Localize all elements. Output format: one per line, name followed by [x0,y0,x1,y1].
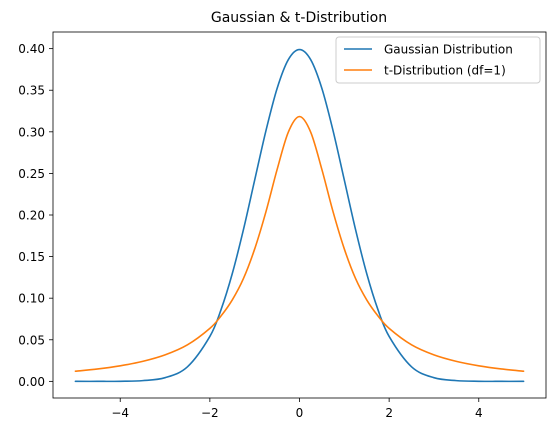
y-tick-label: 0.35 [18,84,45,98]
legend: Gaussian Distribution t-Distribution (df=… [335,36,541,84]
y-tick-label: 0.00 [18,375,45,389]
plot-area [74,48,525,383]
chart-title: Gaussian & t-Distribution [211,10,387,26]
y-tick-label: 0.05 [18,333,45,347]
y-tick-label: 0.25 [18,167,45,181]
y-tick-label: 0.20 [18,209,45,223]
y-tick-label: 0.10 [18,292,45,306]
y-tick-label: 0.30 [18,125,45,139]
series-line-1 [74,115,525,373]
legend-box [335,36,541,84]
axes: −4 −2 0 2 4 0.00 0.05 0.10 0.15 0.20 0.25 0.30 0.35 0… [18,31,547,420]
x-tick-label: −2 [201,406,219,420]
legend-label-1: t-Distribution (df=1) [384,64,506,78]
x-tick-label: 0 [296,406,304,420]
legend-label-0: Gaussian Distribution [384,43,513,57]
y-tick-label: 0.40 [18,42,45,56]
x-tick-label: −4 [111,406,129,420]
x-tick-label: 2 [385,406,393,420]
x-tick-label: 4 [475,406,483,420]
y-tick-label: 0.15 [18,250,45,264]
series-line-0 [74,48,525,383]
axes-frame [52,31,547,399]
